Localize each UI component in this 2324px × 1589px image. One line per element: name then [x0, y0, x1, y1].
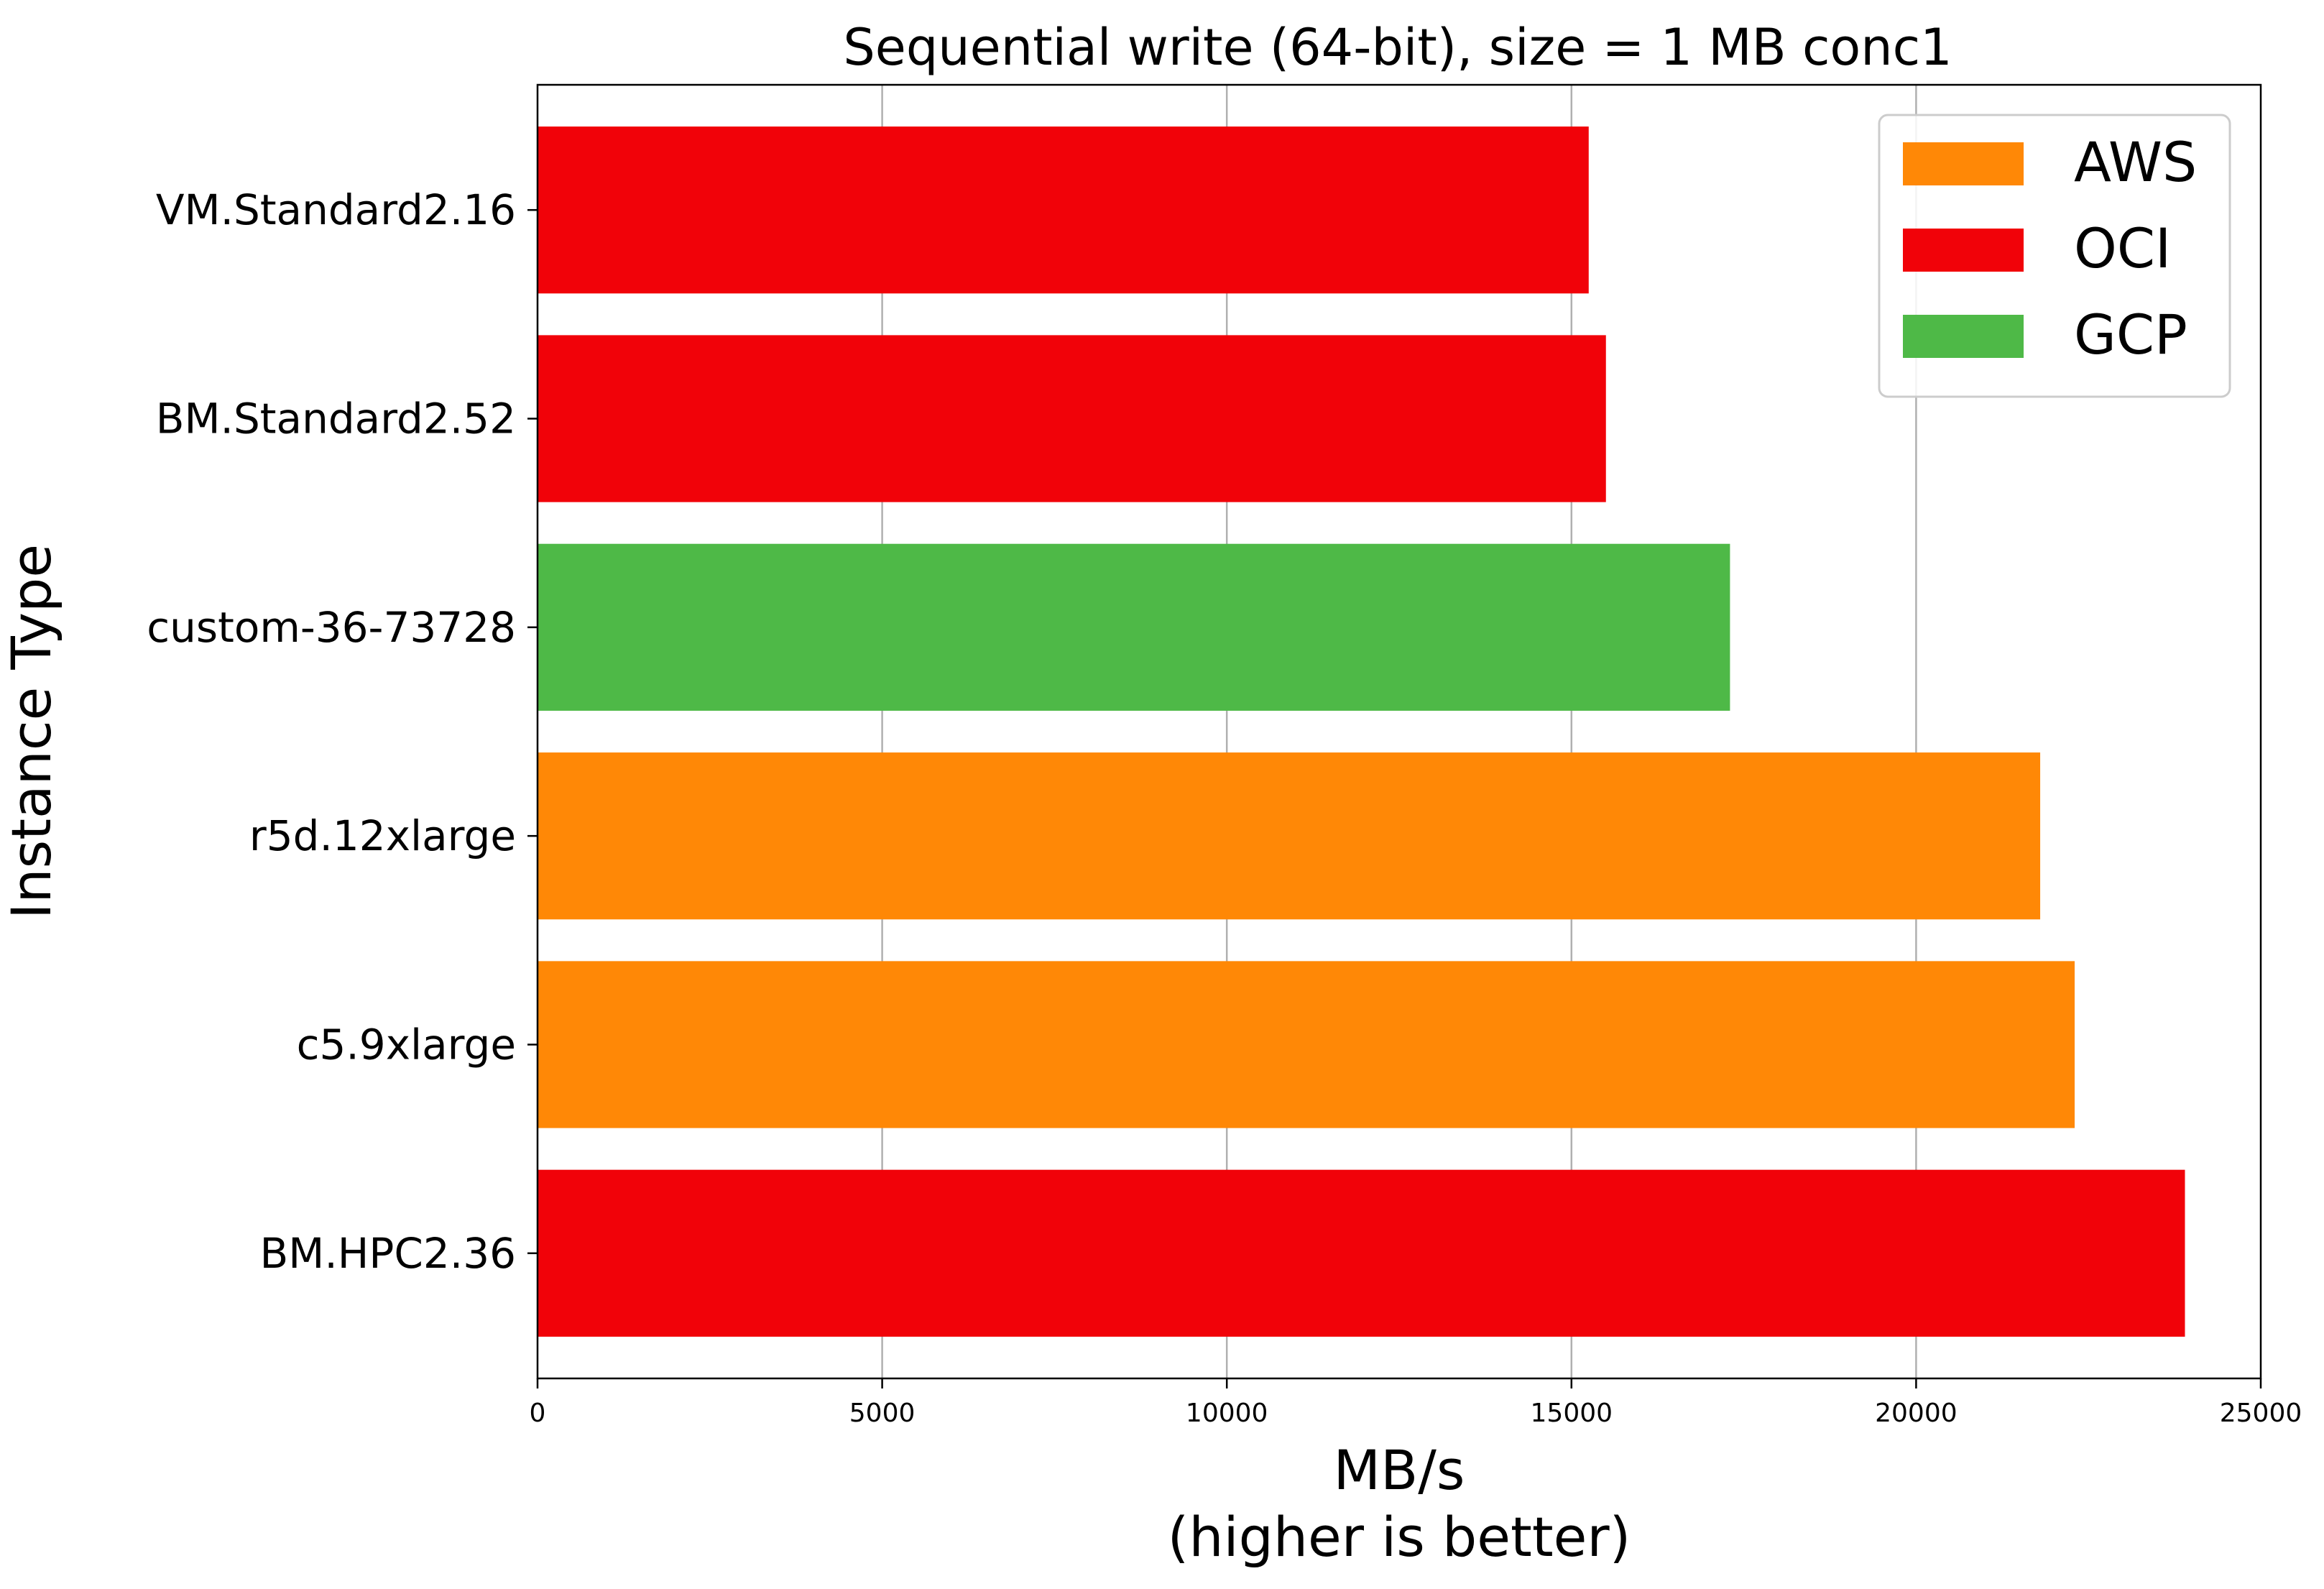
x-axis-label-line-2: (higher is better) — [1168, 1505, 1631, 1569]
bar-BM.Standard2.52 — [538, 335, 1606, 502]
y-tick-label-1: BM.Standard2.52 — [156, 395, 516, 443]
bar-c5.9xlarge — [538, 961, 2075, 1128]
legend-swatch-AWS — [1903, 142, 2024, 185]
x-axis-label-line-1: MB/s — [1334, 1438, 1465, 1502]
legend-swatch-OCI — [1903, 229, 2024, 272]
legend: AWS OCI GCP — [1878, 114, 2231, 398]
plot-frame — [536, 83, 2262, 1380]
bars — [538, 126, 2185, 1337]
x-tick-label-4: 20000 — [1875, 1399, 1958, 1428]
y-tick-label-0: VM.Standard2.16 — [156, 185, 516, 234]
x-tick-label-0: 0 — [530, 1399, 546, 1428]
x-tick-label-2: 10000 — [1186, 1399, 1268, 1428]
x-tick-label-3: 15000 — [1531, 1399, 1613, 1428]
y-tick-label-3: r5d.12xlarge — [249, 811, 516, 860]
legend-label-GCP: GCP — [2074, 303, 2187, 367]
y-tick-label-5: BM.HPC2.36 — [260, 1229, 517, 1278]
x-tick-label-5: 25000 — [2220, 1399, 2302, 1428]
bar-custom-36-73728 — [538, 543, 1730, 711]
y-tick-label-2: custom-36-73728 — [147, 603, 516, 652]
bar-BM.HPC2.36 — [538, 1169, 2185, 1337]
legend-swatch-GCP — [1903, 315, 2024, 358]
y-tick-label-4: c5.9xlarge — [297, 1020, 516, 1069]
chart-title: Sequential write (64-bit), size = 1 MB c… — [843, 18, 1952, 77]
legend-label-AWS: AWS — [2074, 130, 2197, 194]
legend-label-OCI: OCI — [2074, 216, 2171, 280]
y-axis-ticks: VM.Standard2.16 BM.Standard2.52 custom-36-… — [147, 185, 538, 1278]
x-axis-ticks: 0 5000 10000 15000 20000 25000 — [530, 1378, 2302, 1428]
bar-VM.Standard2.16 — [538, 126, 1589, 294]
x-tick-label-1: 5000 — [849, 1399, 916, 1428]
bar-r5d.12xlarge — [538, 752, 2041, 920]
y-axis-label: Instance Type — [0, 544, 63, 919]
